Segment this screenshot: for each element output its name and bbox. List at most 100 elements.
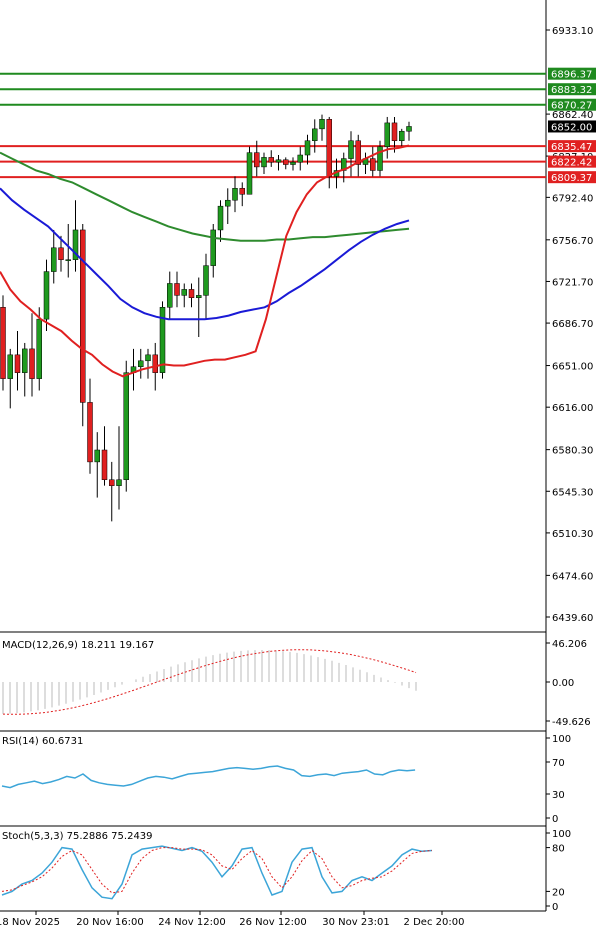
time-tick-label: 24 Nov 12:00: [158, 917, 225, 928]
price-tick-label: 6756.70: [552, 236, 593, 247]
support-level-tag: [548, 155, 596, 168]
time-tick-label: 20 Nov 16:00: [76, 917, 143, 928]
candle-up: [181, 289, 187, 296]
price-tick-label: 6721.70: [552, 277, 593, 288]
candle-down: [0, 307, 6, 379]
candle-up: [167, 283, 173, 308]
rsi-tick-label: 100: [552, 734, 571, 745]
macd-tick-label: 46.206: [552, 639, 587, 650]
stoch-tick-label: 80: [552, 844, 565, 855]
candle-up: [138, 360, 144, 367]
candle-up: [7, 354, 13, 379]
price-tick-label: 6474.60: [552, 571, 593, 582]
candle-up: [290, 161, 296, 165]
candle-down: [370, 158, 376, 171]
rsi-tick-label: 0: [552, 814, 558, 825]
candle-up: [399, 130, 405, 141]
candle-up: [304, 140, 311, 156]
price-tick-label: 6580.30: [552, 446, 593, 457]
stoch-tick-label: 0: [552, 902, 558, 913]
candle-up: [275, 159, 282, 163]
price-tick-label: 6862.40: [552, 110, 593, 121]
candle-down: [391, 122, 398, 141]
candle-up: [72, 229, 79, 260]
candle-up: [348, 140, 354, 159]
support-level-tag: [548, 140, 596, 153]
candle-up: [312, 128, 318, 141]
candle-down: [152, 354, 158, 373]
current-price-value: 6852.00: [551, 122, 592, 133]
time-tick-label: 30 Nov 23:01: [322, 917, 389, 928]
candle-up: [203, 265, 209, 296]
candle-up: [246, 152, 253, 195]
support-level-value: 6809.37: [551, 173, 592, 184]
rsi-tick-label: 70: [552, 758, 565, 769]
candle-down: [188, 289, 195, 298]
candle-up: [94, 449, 100, 463]
candle-up: [43, 271, 50, 320]
price-tick-label: 6545.30: [552, 487, 593, 498]
candle-up: [51, 247, 57, 272]
candle-up: [116, 479, 122, 486]
stoch-tick-label: 100: [552, 829, 571, 840]
rsi-label: RSI(14) 60.6731: [2, 736, 83, 747]
candle-up: [384, 122, 390, 147]
candle-up: [36, 318, 42, 379]
candle-up: [377, 146, 383, 171]
candle-down: [101, 449, 108, 480]
current-price-tag: [548, 120, 596, 133]
candle-down: [87, 402, 93, 463]
stoch-label: Stoch(5,3,3) 75.2886 75.2439: [2, 831, 153, 842]
macd-label: MACD(12,26,9) 18.211 19.167: [2, 640, 154, 651]
candle-down: [355, 140, 361, 165]
candle-down: [29, 348, 35, 379]
candle-up: [297, 154, 303, 163]
candle-up: [65, 259, 71, 261]
candle-down: [268, 157, 274, 163]
candle-down: [174, 283, 180, 296]
support-level-value: 6822.42: [551, 158, 592, 169]
candle-down: [326, 119, 332, 177]
stoch-tick-label: 20: [552, 887, 565, 898]
ma-mid-line: [0, 187, 410, 321]
price-tick-label: 6792.40: [552, 193, 593, 204]
stoch-panel: [1, 845, 433, 900]
resistance-level-tag: [548, 83, 596, 96]
candle-down: [80, 229, 86, 403]
resistance-level-value: 6883.32: [551, 85, 592, 96]
macd-panel: [2, 649, 417, 715]
resistance-level-value: 6870.27: [551, 101, 592, 112]
candle-up: [159, 307, 166, 373]
price-panel: [0, 72, 546, 522]
support-level-tag: [548, 171, 596, 184]
rsi-line: [1, 765, 416, 789]
macd-tick-label: 0.00: [552, 678, 574, 689]
candle-up: [217, 205, 224, 231]
candle-down: [283, 159, 289, 165]
time-tick-label: 26 Nov 12:00: [239, 917, 306, 928]
time-tick-label: 18 Nov 2025: [0, 917, 60, 928]
price-tick-label: 6651.00: [552, 362, 593, 373]
stoch-k-line: [1, 845, 433, 900]
candle-down: [109, 479, 115, 486]
candle-up: [196, 295, 202, 298]
resistance-level-tag: [548, 67, 596, 80]
ma-slow-line: [0, 151, 410, 242]
time-tick-label: 2 Dec 20:00: [404, 917, 465, 928]
resistance-level-tag: [548, 98, 596, 111]
price-tick-label: 6616.00: [552, 403, 593, 414]
candle-up: [232, 188, 238, 201]
candle-up: [225, 199, 231, 207]
price-tick-label: 6686.70: [552, 319, 593, 330]
candle-down: [254, 152, 260, 168]
candle-down: [58, 247, 64, 260]
stoch-d-line: [1, 847, 433, 894]
candle-up: [210, 229, 216, 266]
macd-signal-line: [2, 649, 417, 715]
price-tick-label: 6510.30: [552, 529, 593, 540]
candle-up: [123, 372, 129, 480]
price-tick-label: 6933.10: [552, 26, 593, 37]
candle-down: [14, 354, 21, 373]
resistance-level-value: 6896.37: [551, 70, 592, 81]
